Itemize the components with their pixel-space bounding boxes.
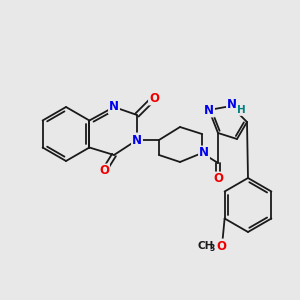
Text: N: N (227, 98, 237, 112)
Text: N: N (132, 134, 142, 146)
Text: CH: CH (198, 241, 214, 251)
Text: O: O (99, 164, 109, 178)
Text: O: O (213, 172, 223, 185)
Text: N: N (199, 146, 209, 160)
Text: N: N (109, 100, 119, 113)
Text: H: H (237, 105, 245, 115)
Text: O: O (216, 239, 226, 253)
Text: O: O (149, 92, 159, 104)
Text: 3: 3 (210, 244, 215, 253)
Text: N: N (204, 103, 214, 116)
